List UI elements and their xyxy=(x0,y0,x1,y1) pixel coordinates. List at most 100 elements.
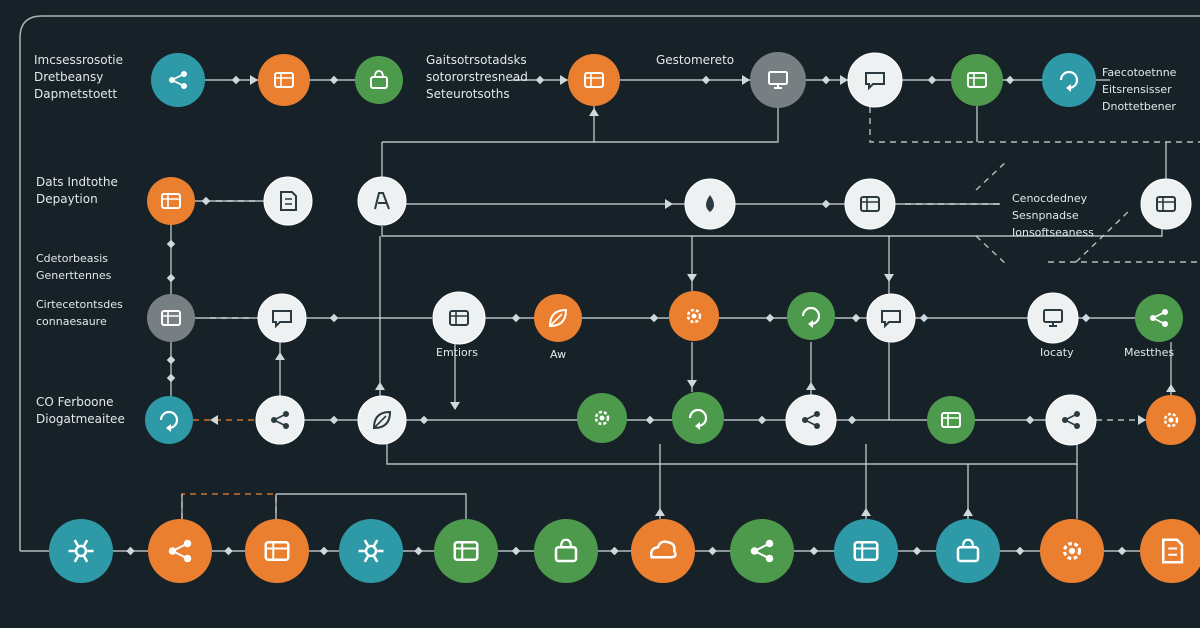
puzzle-node[interactable] xyxy=(847,52,903,108)
grid-node[interactable] xyxy=(568,54,620,106)
layers-node[interactable] xyxy=(927,396,975,444)
gears-node[interactable] xyxy=(669,291,719,341)
connector-line xyxy=(869,107,1200,143)
card-node[interactable] xyxy=(245,519,309,583)
arrowhead xyxy=(250,75,258,85)
junction-diamond xyxy=(319,546,329,556)
team-node[interactable] xyxy=(1045,394,1097,446)
monitor-node[interactable] xyxy=(750,52,806,108)
document-node[interactable] xyxy=(263,176,313,226)
form-node[interactable] xyxy=(434,519,498,583)
junction-diamond xyxy=(231,75,241,85)
leaf-node[interactable] xyxy=(534,294,582,342)
junction-diamond xyxy=(847,415,857,425)
junction-diamond xyxy=(809,546,819,556)
sync-node[interactable] xyxy=(730,519,794,583)
drop-node[interactable] xyxy=(684,178,736,230)
panel-node[interactable] xyxy=(147,177,195,225)
calendar-node[interactable] xyxy=(951,54,1003,106)
chip-icon xyxy=(358,539,384,563)
target-node[interactable] xyxy=(1040,519,1104,583)
junction-diamond xyxy=(535,75,545,85)
label-line: Gaitsotrsotadsks xyxy=(426,53,527,67)
label-line: Dretbeansy xyxy=(34,70,104,84)
label-line: Gestomereto xyxy=(656,53,735,67)
alert-node[interactable] xyxy=(1146,395,1196,445)
label-mid-right: Cenocdedney Sesnpnadse Ionsoftseaness xyxy=(1012,190,1094,241)
workflow-node[interactable] xyxy=(151,53,205,107)
node-circle xyxy=(1140,519,1200,583)
flask-node[interactable] xyxy=(357,395,407,445)
alert-icon xyxy=(1163,412,1179,428)
node-circle xyxy=(927,396,975,444)
table-node[interactable] xyxy=(1140,178,1192,230)
node-circle xyxy=(1140,178,1192,230)
building-node[interactable] xyxy=(258,54,310,106)
junction-diamond xyxy=(1005,75,1015,85)
screen-icon xyxy=(1043,309,1063,327)
label-line: Dats Indtothe xyxy=(36,175,118,189)
bag-node[interactable] xyxy=(355,56,403,104)
label-top-right: Faecotoetnne Eitsrensisser Dnottetbener xyxy=(1102,64,1176,115)
link-node[interactable] xyxy=(148,519,212,583)
tools-node[interactable] xyxy=(785,394,837,446)
cycle-node[interactable] xyxy=(145,396,193,444)
database-node[interactable] xyxy=(844,178,896,230)
label-node-iocaty: Iocaty xyxy=(1040,346,1074,359)
label-node-aw: Aw xyxy=(550,348,567,361)
node-circle xyxy=(355,56,403,104)
node-circle xyxy=(339,519,403,583)
arrowhead xyxy=(861,508,871,516)
headset-node[interactable] xyxy=(866,293,916,343)
basket-node[interactable] xyxy=(936,519,1000,583)
server-node[interactable] xyxy=(147,294,195,342)
storage-node[interactable] xyxy=(834,519,898,583)
monitor-icon xyxy=(768,71,788,89)
globe-node[interactable] xyxy=(672,392,724,444)
arrowhead xyxy=(806,382,816,390)
arrowhead xyxy=(1138,415,1146,425)
truck-node[interactable] xyxy=(534,519,598,583)
connector-line xyxy=(975,159,1009,191)
refresh-node[interactable] xyxy=(1042,53,1096,107)
chip-node[interactable] xyxy=(339,519,403,583)
label-line: Dnottetbener xyxy=(1102,100,1176,113)
tools-icon xyxy=(802,411,820,429)
leaf-icon xyxy=(548,308,568,328)
arrowhead xyxy=(655,508,665,516)
arrowhead xyxy=(884,274,894,282)
node-layer xyxy=(49,52,1200,583)
pen-node[interactable] xyxy=(357,176,407,226)
arrowhead xyxy=(687,380,697,388)
brain-node[interactable] xyxy=(577,393,627,443)
label-line: Diogatmeaitee xyxy=(36,412,125,426)
junction-diamond xyxy=(166,373,176,383)
junction-diamond xyxy=(610,546,619,556)
hub-node[interactable] xyxy=(49,519,113,583)
cloud-node[interactable] xyxy=(631,519,695,583)
node-circle xyxy=(936,519,1000,583)
arrowhead xyxy=(560,75,568,85)
chat-node[interactable] xyxy=(257,293,307,343)
globe-icon xyxy=(688,408,708,430)
connector-line xyxy=(1075,209,1131,263)
node-circle xyxy=(534,519,598,583)
junction-diamond xyxy=(329,75,339,85)
share-node[interactable] xyxy=(255,395,305,445)
cloud-icon xyxy=(649,540,677,559)
network-node[interactable] xyxy=(1135,294,1183,342)
connector-line xyxy=(593,106,779,143)
junction-diamond xyxy=(708,546,717,556)
share-icon xyxy=(271,411,289,429)
recycle-node[interactable] xyxy=(787,292,835,340)
node-circle xyxy=(357,176,407,226)
docs-node[interactable] xyxy=(1140,519,1200,583)
window-node[interactable] xyxy=(432,291,486,345)
label-line: Depaytion xyxy=(36,192,98,206)
arrowhead xyxy=(963,508,973,516)
panel-icon xyxy=(161,193,181,209)
node-circle xyxy=(145,396,193,444)
screen-node[interactable] xyxy=(1027,292,1079,344)
window-icon xyxy=(449,310,469,326)
